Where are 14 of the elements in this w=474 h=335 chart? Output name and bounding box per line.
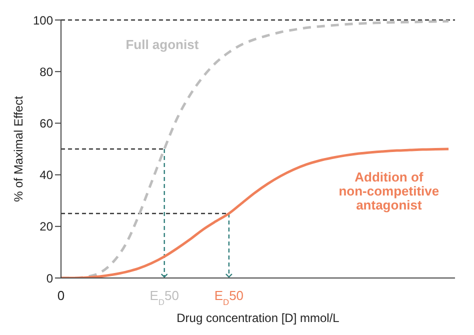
line-series [61,148,450,278]
x-tick-label: E$_{D}$50 [214,288,244,307]
series-label: Full agonist [126,36,200,52]
y-tick-label: 20 [40,220,54,234]
series-label: Addition of non-competitive antagonist [338,169,440,212]
x-tick-label: 0 [57,288,65,303]
y-tick-label: 0 [46,271,54,286]
y-axis-title: % of Maximal Effect [11,95,26,202]
x-tick-label: E$_{D}$50 [150,288,179,307]
y-tick-label: 80 [40,64,54,79]
y-tick-label: 60 [40,116,54,130]
y-tick-label: 40 [40,168,54,182]
y-tick-label: 100 [32,13,54,28]
x-axis-title: Drug concentration [D] mmol/L [176,311,340,325]
